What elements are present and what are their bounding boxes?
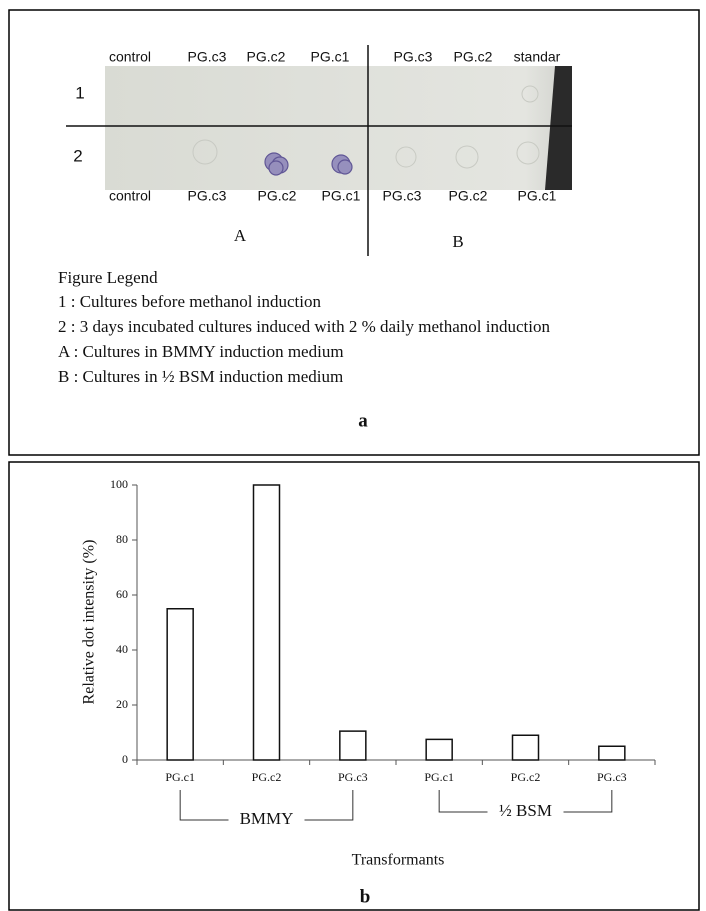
group-label: B	[452, 232, 463, 251]
column-label: PG.c1	[311, 49, 350, 65]
legend-title: Figure Legend	[58, 268, 158, 287]
y-tick-label: 80	[116, 532, 128, 546]
column-label: PG.c2	[247, 49, 286, 65]
column-label: PG.c1	[518, 188, 557, 204]
legend-item: A : Cultures in BMMY induction medium	[58, 342, 344, 361]
y-tick-label: 40	[116, 642, 128, 656]
row-label: 2	[73, 146, 82, 165]
x-tick-label: PG.c3	[338, 770, 368, 784]
caption: b	[360, 886, 371, 907]
y-tick-label: 100	[110, 477, 128, 491]
row-label: 1	[75, 83, 84, 102]
x-tick-label: PG.c2	[511, 770, 541, 784]
caption: a	[358, 410, 368, 431]
column-label: standar	[514, 49, 561, 65]
column-label: PG.c2	[449, 188, 488, 204]
bar	[426, 739, 452, 760]
x-tick-label: PG.c3	[597, 770, 627, 784]
legend-item: 2 : 3 days incubated cultures induced wi…	[58, 317, 550, 336]
bar	[167, 609, 193, 760]
column-label: PG.c1	[322, 188, 361, 204]
column-label: PG.c3	[188, 188, 227, 204]
y-tick-label: 60	[116, 587, 128, 601]
column-label: PG.c3	[383, 188, 422, 204]
x-tick-label: PG.c1	[165, 770, 195, 784]
bar	[340, 731, 366, 760]
legend-item: 1 : Cultures before methanol induction	[58, 292, 321, 311]
y-tick-label: 0	[122, 752, 128, 766]
bar	[254, 485, 280, 760]
column-label: PG.c2	[454, 49, 493, 65]
group-label: ½ BSM	[499, 801, 552, 820]
column-label: PG.c3	[394, 49, 433, 65]
x-tick-label: PG.c2	[252, 770, 282, 784]
x-axis-title: Transformants	[352, 852, 445, 869]
column-label: control	[109, 49, 151, 65]
figure: control PG.c3 PG.c2 PG.c1 PG.c3 PG.c2 standar c…	[0, 0, 706, 911]
panel-b-frame	[9, 462, 699, 910]
legend-item: B : Cultures in ½ BSM induction medium	[58, 367, 343, 386]
bar	[513, 735, 539, 760]
group-label: A	[234, 226, 247, 245]
column-label: control	[109, 188, 151, 204]
bar	[599, 746, 625, 760]
column-label: PG.c2	[258, 188, 297, 204]
y-tick-label: 20	[116, 697, 128, 711]
y-axis-title: Relative dot intensity (%)	[81, 540, 98, 705]
group-label: BMMY	[240, 809, 294, 828]
column-label: PG.c3	[188, 49, 227, 65]
x-tick-label: PG.c1	[424, 770, 454, 784]
